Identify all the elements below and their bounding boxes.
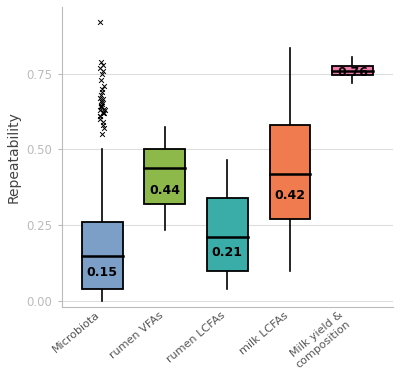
Point	[101, 110, 107, 116]
Point	[98, 131, 105, 137]
Bar	[144, 150, 185, 204]
Point	[97, 113, 104, 119]
Point	[97, 64, 103, 70]
Point	[100, 97, 106, 103]
Point	[97, 58, 104, 64]
Point	[99, 86, 105, 92]
Point	[98, 89, 105, 95]
Point	[100, 122, 106, 128]
Point	[99, 100, 105, 106]
Point	[98, 92, 104, 98]
Point	[100, 67, 106, 74]
Point	[97, 116, 104, 122]
Point	[101, 106, 107, 112]
Point	[96, 107, 103, 113]
Point	[100, 109, 106, 115]
Point	[98, 103, 104, 109]
Bar	[82, 222, 122, 289]
Text: 0.76: 0.76	[337, 66, 368, 80]
Text: 0.42: 0.42	[274, 189, 305, 202]
Point	[100, 110, 106, 116]
Point	[98, 103, 104, 109]
Point	[100, 119, 106, 125]
Bar	[332, 66, 373, 75]
Point	[99, 101, 106, 107]
Bar	[207, 198, 248, 271]
Point	[97, 104, 104, 110]
Point	[98, 77, 104, 83]
Text: 0.15: 0.15	[87, 266, 118, 279]
Point	[101, 107, 108, 113]
Point	[100, 61, 106, 67]
Point	[98, 98, 104, 104]
Text: 0.21: 0.21	[212, 246, 243, 259]
Point	[97, 113, 103, 119]
Point	[97, 19, 103, 25]
Point	[97, 95, 104, 101]
Y-axis label: Repeatability: Repeatability	[7, 111, 21, 203]
Point	[101, 125, 108, 131]
Point	[100, 83, 107, 89]
Bar	[270, 125, 310, 219]
Point	[99, 70, 106, 77]
Point	[98, 104, 104, 110]
Text: 0.44: 0.44	[149, 184, 180, 197]
